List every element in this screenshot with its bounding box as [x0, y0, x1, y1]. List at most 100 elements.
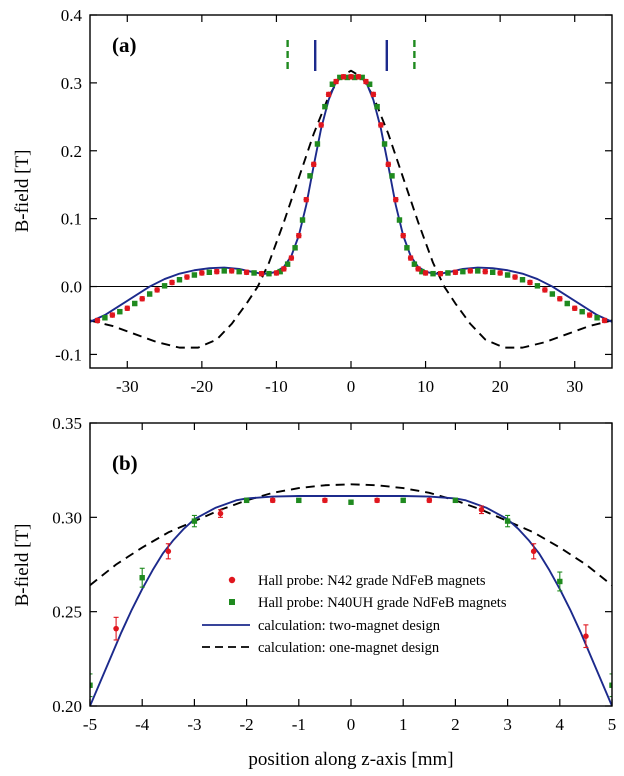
- panel-a-n42-point: [422, 270, 429, 276]
- panel-b-x-tick-label: -4: [135, 715, 150, 734]
- panel-b: -5 -4 -3 -2 -1 0 1 2 3 4 5 0.20 0.25 0.30 0.35 (b) B-f…: [12, 414, 616, 734]
- panel-a-n42-point: [512, 274, 518, 280]
- panel-a-x-tick-label: 0: [347, 377, 356, 396]
- panel-a-n42-point: [348, 73, 354, 80]
- panel-b-n40uh-point: [90, 682, 93, 688]
- panel-b-frame: [89, 422, 613, 707]
- panel-a-n42-point: [281, 266, 287, 272]
- panel-a-n40uh-point: [396, 217, 403, 223]
- panel-a-n42-point: [586, 312, 593, 318]
- panel-b-n42-point: [374, 497, 380, 504]
- panel-a-n42-point: [228, 268, 235, 274]
- panel-a-label: (a): [112, 33, 137, 57]
- panel-a-n42-point: [385, 161, 392, 168]
- panel-a-n40uh-point: [266, 270, 272, 277]
- panel-a-n40uh-point: [534, 283, 541, 289]
- panel-a-y-tick-label: 0.2: [61, 142, 82, 161]
- legend-n42-marker: [228, 576, 236, 584]
- panel-a-n42-point: [124, 305, 131, 312]
- panel-b-n42-point: [530, 548, 537, 555]
- panel-a-n40uh-point: [206, 269, 213, 275]
- panel-a-n42-point: [363, 78, 369, 85]
- panel-a-n40uh-point: [381, 141, 388, 147]
- panel-b-label: (b): [112, 451, 138, 475]
- panel-a-n40uh-point: [132, 300, 138, 307]
- panel-b-x-tick-label: 5: [608, 715, 617, 734]
- panel-b-n42-point: [426, 497, 433, 504]
- legend-n42-label: Hall probe: N42 grade NdFeB magnets: [258, 573, 486, 589]
- panel-a-n40uh-point: [411, 261, 418, 267]
- panel-a-n40uh-point: [419, 268, 425, 275]
- panel-a-n42-point: [288, 255, 295, 261]
- panel-a-n40uh-point: [314, 141, 321, 147]
- panel-a-n42-point: [355, 73, 362, 80]
- panel-b-y-tick-label: 0.25: [52, 603, 82, 622]
- panel-a-plot-area: [90, 69, 612, 349]
- magnet-position-markers: [286, 40, 416, 71]
- panel-a: -30 -20 -10 0 10 20 30-0.10.00.10.20.30.4 (a) …: [12, 6, 613, 396]
- panel-b-x-tick-label: 3: [503, 715, 512, 734]
- panel-a-n40uh-point: [475, 268, 481, 274]
- legend-n40uh-label: Hall probe: N40UH grade NdFeB magnets: [258, 595, 507, 611]
- panel-a-n42-point: [378, 122, 384, 128]
- panel-b-x-tick-label: 2: [451, 715, 460, 734]
- panel-a-n42-point: [340, 73, 347, 80]
- panel-b-n40uh-point: [400, 497, 406, 504]
- panel-a-n40uh-point: [352, 74, 358, 81]
- panel-a-x-tick-label: 10: [417, 377, 434, 396]
- panel-a-n42-point: [542, 287, 548, 293]
- panel-a-series-one-magnet: [90, 69, 612, 349]
- panel-b-x-tick-label: 0: [347, 715, 356, 734]
- panel-b-ylabel: B-field [T]: [12, 524, 33, 607]
- panel-b-y-tick-label: 0.30: [52, 508, 82, 527]
- panel-b-x-tick-label: -3: [187, 715, 201, 734]
- panel-a-n42-point: [437, 270, 444, 277]
- panel-a-n42-point: [213, 268, 220, 275]
- panel-b-x-tick-label: -5: [83, 715, 97, 734]
- panel-a-y-tick-label: 0.1: [61, 210, 82, 229]
- panel-a-n40uh-point: [161, 283, 168, 289]
- panel-b-n40uh-point: [609, 682, 612, 688]
- panel-a-n40uh-point: [117, 308, 123, 315]
- panel-a-n40uh-point: [594, 315, 600, 321]
- panel-a-x-tick-label: -30: [116, 377, 139, 396]
- panel-a-n42-point: [296, 232, 302, 239]
- panel-b-series-two-magnet: [90, 495, 612, 706]
- panel-b-y-tick-label: 0.20: [52, 697, 82, 716]
- panel-a-n40uh-point: [445, 270, 451, 276]
- panel-b-x-tick-label: -1: [292, 715, 306, 734]
- panel-b-n40uh-point: [243, 497, 250, 504]
- panel-a-n40uh-point: [322, 103, 328, 110]
- panel-b-series-one-magnet: [90, 483, 612, 586]
- panel-a-n40uh-point: [460, 268, 466, 275]
- panel-a-n40uh-point: [102, 315, 108, 321]
- panel-b-n40uh-point: [557, 578, 563, 585]
- panel-a-n42-point: [601, 317, 608, 324]
- panel-a-n40uh-point: [292, 245, 298, 251]
- panel-a-n40uh-point: [564, 300, 570, 307]
- panel-a-x-tick-label: -20: [191, 377, 214, 396]
- panel-a-n42-point: [370, 91, 377, 98]
- legend: Hall probe: N42 grade NdFeB magnets Hall…: [202, 573, 507, 656]
- panel-b-y-tick-label: 0.35: [52, 414, 82, 433]
- panel-a-n42-point: [318, 122, 324, 128]
- panel-a-n42-point: [139, 295, 145, 302]
- panel-a-n42-point: [243, 269, 250, 276]
- panel-a-n40uh-point: [299, 217, 306, 223]
- legend-n40uh-marker: [229, 599, 235, 605]
- panel-b-x-tick-label: 1: [399, 715, 408, 734]
- panel-a-y-tick-label: 0.3: [61, 74, 82, 93]
- panel-b-n42-point: [269, 497, 276, 504]
- panel-a-n42-point: [273, 270, 280, 276]
- panel-b-x-tick-label: -2: [240, 715, 254, 734]
- panel-a-x-tick-label: -10: [265, 377, 288, 396]
- panel-a-n42-point: [184, 274, 190, 280]
- panel-b-n42-point: [478, 506, 485, 513]
- panel-b-n42-point: [322, 497, 328, 504]
- legend-two-magnet-label: calculation: two-magnet design: [258, 618, 441, 634]
- panel-a-x-tick-label: 30: [566, 377, 583, 396]
- panel-b-ticks: -5 -4 -3 -2 -1 0 1 2 3 4 5 0.20 0.25 0.30 0.35: [52, 414, 616, 734]
- panel-a-n42-point: [258, 270, 265, 277]
- panel-a-n42-point: [452, 269, 459, 276]
